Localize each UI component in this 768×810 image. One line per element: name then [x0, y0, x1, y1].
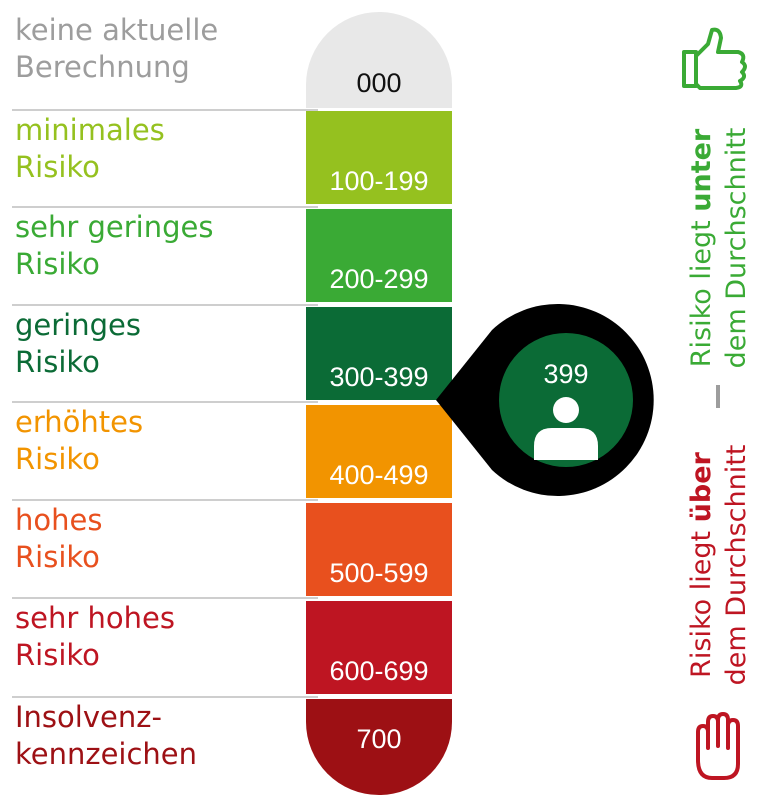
- stop-hand-icon: [696, 712, 740, 780]
- side-note: Risiko liegt über dem Durchschnitt: [686, 445, 752, 686]
- level-label: Risiko: [15, 150, 100, 184]
- level-label: Insolvenz-: [15, 700, 162, 734]
- scale-segment: [306, 307, 452, 400]
- pointer-value: 399: [543, 359, 588, 389]
- level-label: minimales: [15, 113, 165, 147]
- scale-segment: [306, 405, 452, 498]
- level-label: Risiko: [15, 638, 100, 672]
- scale-segment: [306, 111, 452, 204]
- range-label: 500-599: [329, 558, 428, 588]
- person-body: [534, 428, 598, 460]
- range-label: 000: [356, 68, 401, 98]
- level-label: sehr geringes: [15, 210, 213, 244]
- person-head: [553, 397, 579, 423]
- side-line: dem Durchschnitt: [721, 445, 752, 686]
- scale-segment: [306, 209, 452, 302]
- side-line: Risiko liegt unter: [686, 128, 717, 367]
- thumbs-up-icon: [682, 27, 747, 90]
- level-label: Risiko: [15, 345, 100, 379]
- level-label: hohes: [15, 503, 102, 537]
- level-label: Risiko: [15, 442, 100, 476]
- side-text: Risiko liegt: [686, 212, 717, 368]
- side-text: Risiko liegt: [686, 522, 717, 678]
- level-label: Risiko: [15, 540, 100, 574]
- level-label: keine aktuelle: [15, 13, 218, 47]
- range-label: 600-699: [329, 656, 428, 686]
- side-bold: unter: [686, 128, 717, 212]
- scale-segment: [306, 12, 452, 108]
- level-label: kennzeichen: [15, 737, 197, 771]
- scale-segment: [306, 503, 452, 596]
- side-line: Risiko liegt über: [686, 451, 717, 677]
- range-label: 700: [356, 724, 401, 754]
- scale-segment: [306, 601, 452, 694]
- level-label: sehr hohes: [15, 601, 175, 635]
- range-label: 100-199: [329, 166, 428, 196]
- range-label: 200-299: [329, 264, 428, 294]
- side-line: dem Durchschnitt: [721, 128, 752, 369]
- level-label: erhöhtes: [15, 405, 143, 439]
- level-label: Risiko: [15, 247, 100, 281]
- range-label: 400-499: [329, 460, 428, 490]
- scale-segment: [306, 699, 452, 795]
- side-bold: über: [686, 451, 717, 522]
- level-label: geringes: [15, 308, 141, 342]
- level-label: Berechnung: [15, 50, 190, 84]
- side-note: Risiko liegt unter dem Durchschnitt: [686, 128, 752, 369]
- range-label: 300-399: [329, 362, 428, 392]
